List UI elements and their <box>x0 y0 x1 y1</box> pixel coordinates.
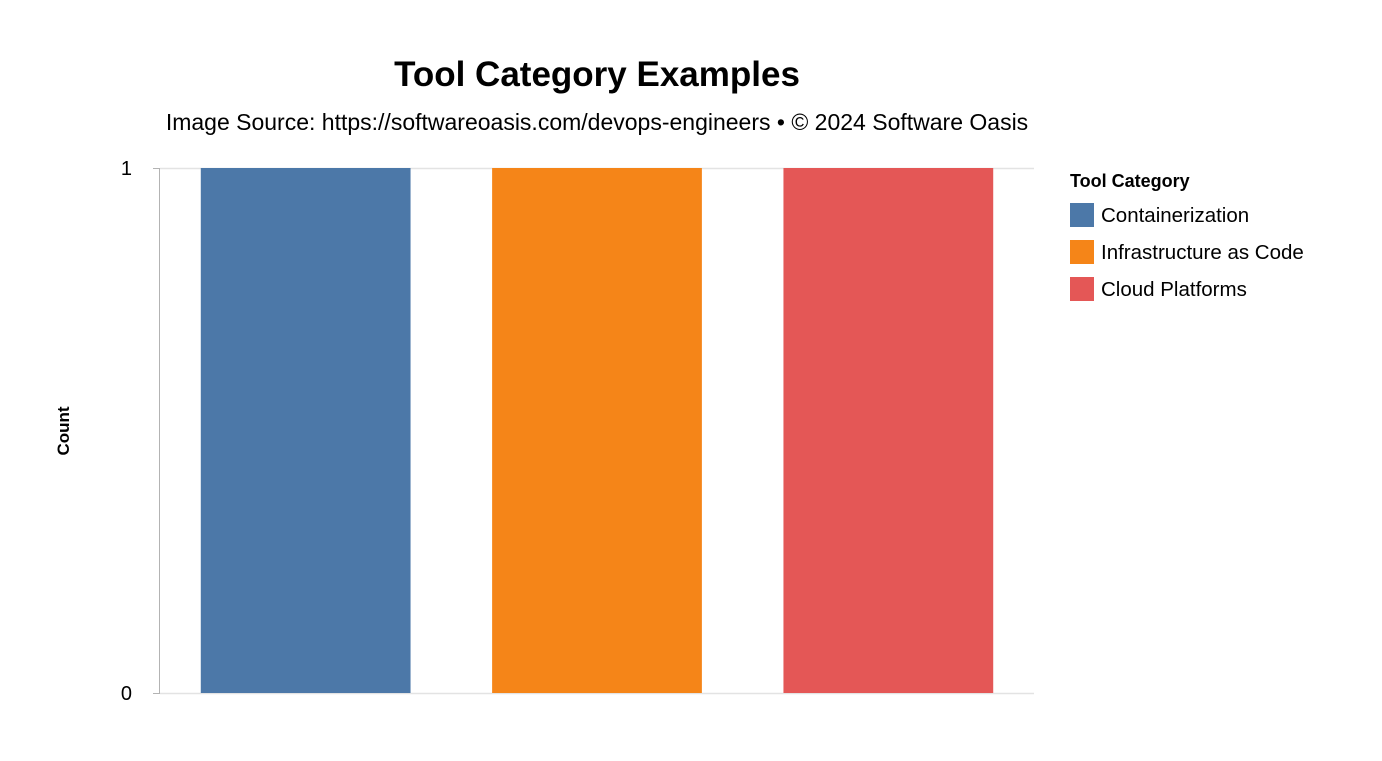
bar-cloud-platforms <box>783 168 994 693</box>
legend-title: Tool Category <box>1070 171 1190 191</box>
y-tick-label: 0 <box>121 683 132 705</box>
legend-swatch <box>1070 277 1094 301</box>
y-ticks: 01 <box>121 158 160 705</box>
y-axis-label: Count <box>54 406 73 455</box>
chart-title: Tool Category Examples <box>394 55 800 94</box>
y-axis: 01 <box>121 158 160 705</box>
chart-subtitle: Image Source: https://softwareoasis.com/… <box>166 109 1028 135</box>
legend-label: Cloud Platforms <box>1101 278 1247 301</box>
legend-swatch <box>1070 203 1094 227</box>
legend: Tool Category Containerization Infrastruc… <box>1070 171 1304 301</box>
legend-label: Infrastructure as Code <box>1101 241 1304 264</box>
bars <box>200 168 994 693</box>
legend-label: Containerization <box>1101 204 1249 227</box>
legend-swatch <box>1070 240 1094 264</box>
legend-items: Containerization Infrastructure as Code Cl… <box>1070 203 1304 301</box>
y-tick-label: 1 <box>121 158 132 180</box>
bar-containerization <box>200 168 411 693</box>
bar-infrastructure-as-code <box>492 168 702 693</box>
